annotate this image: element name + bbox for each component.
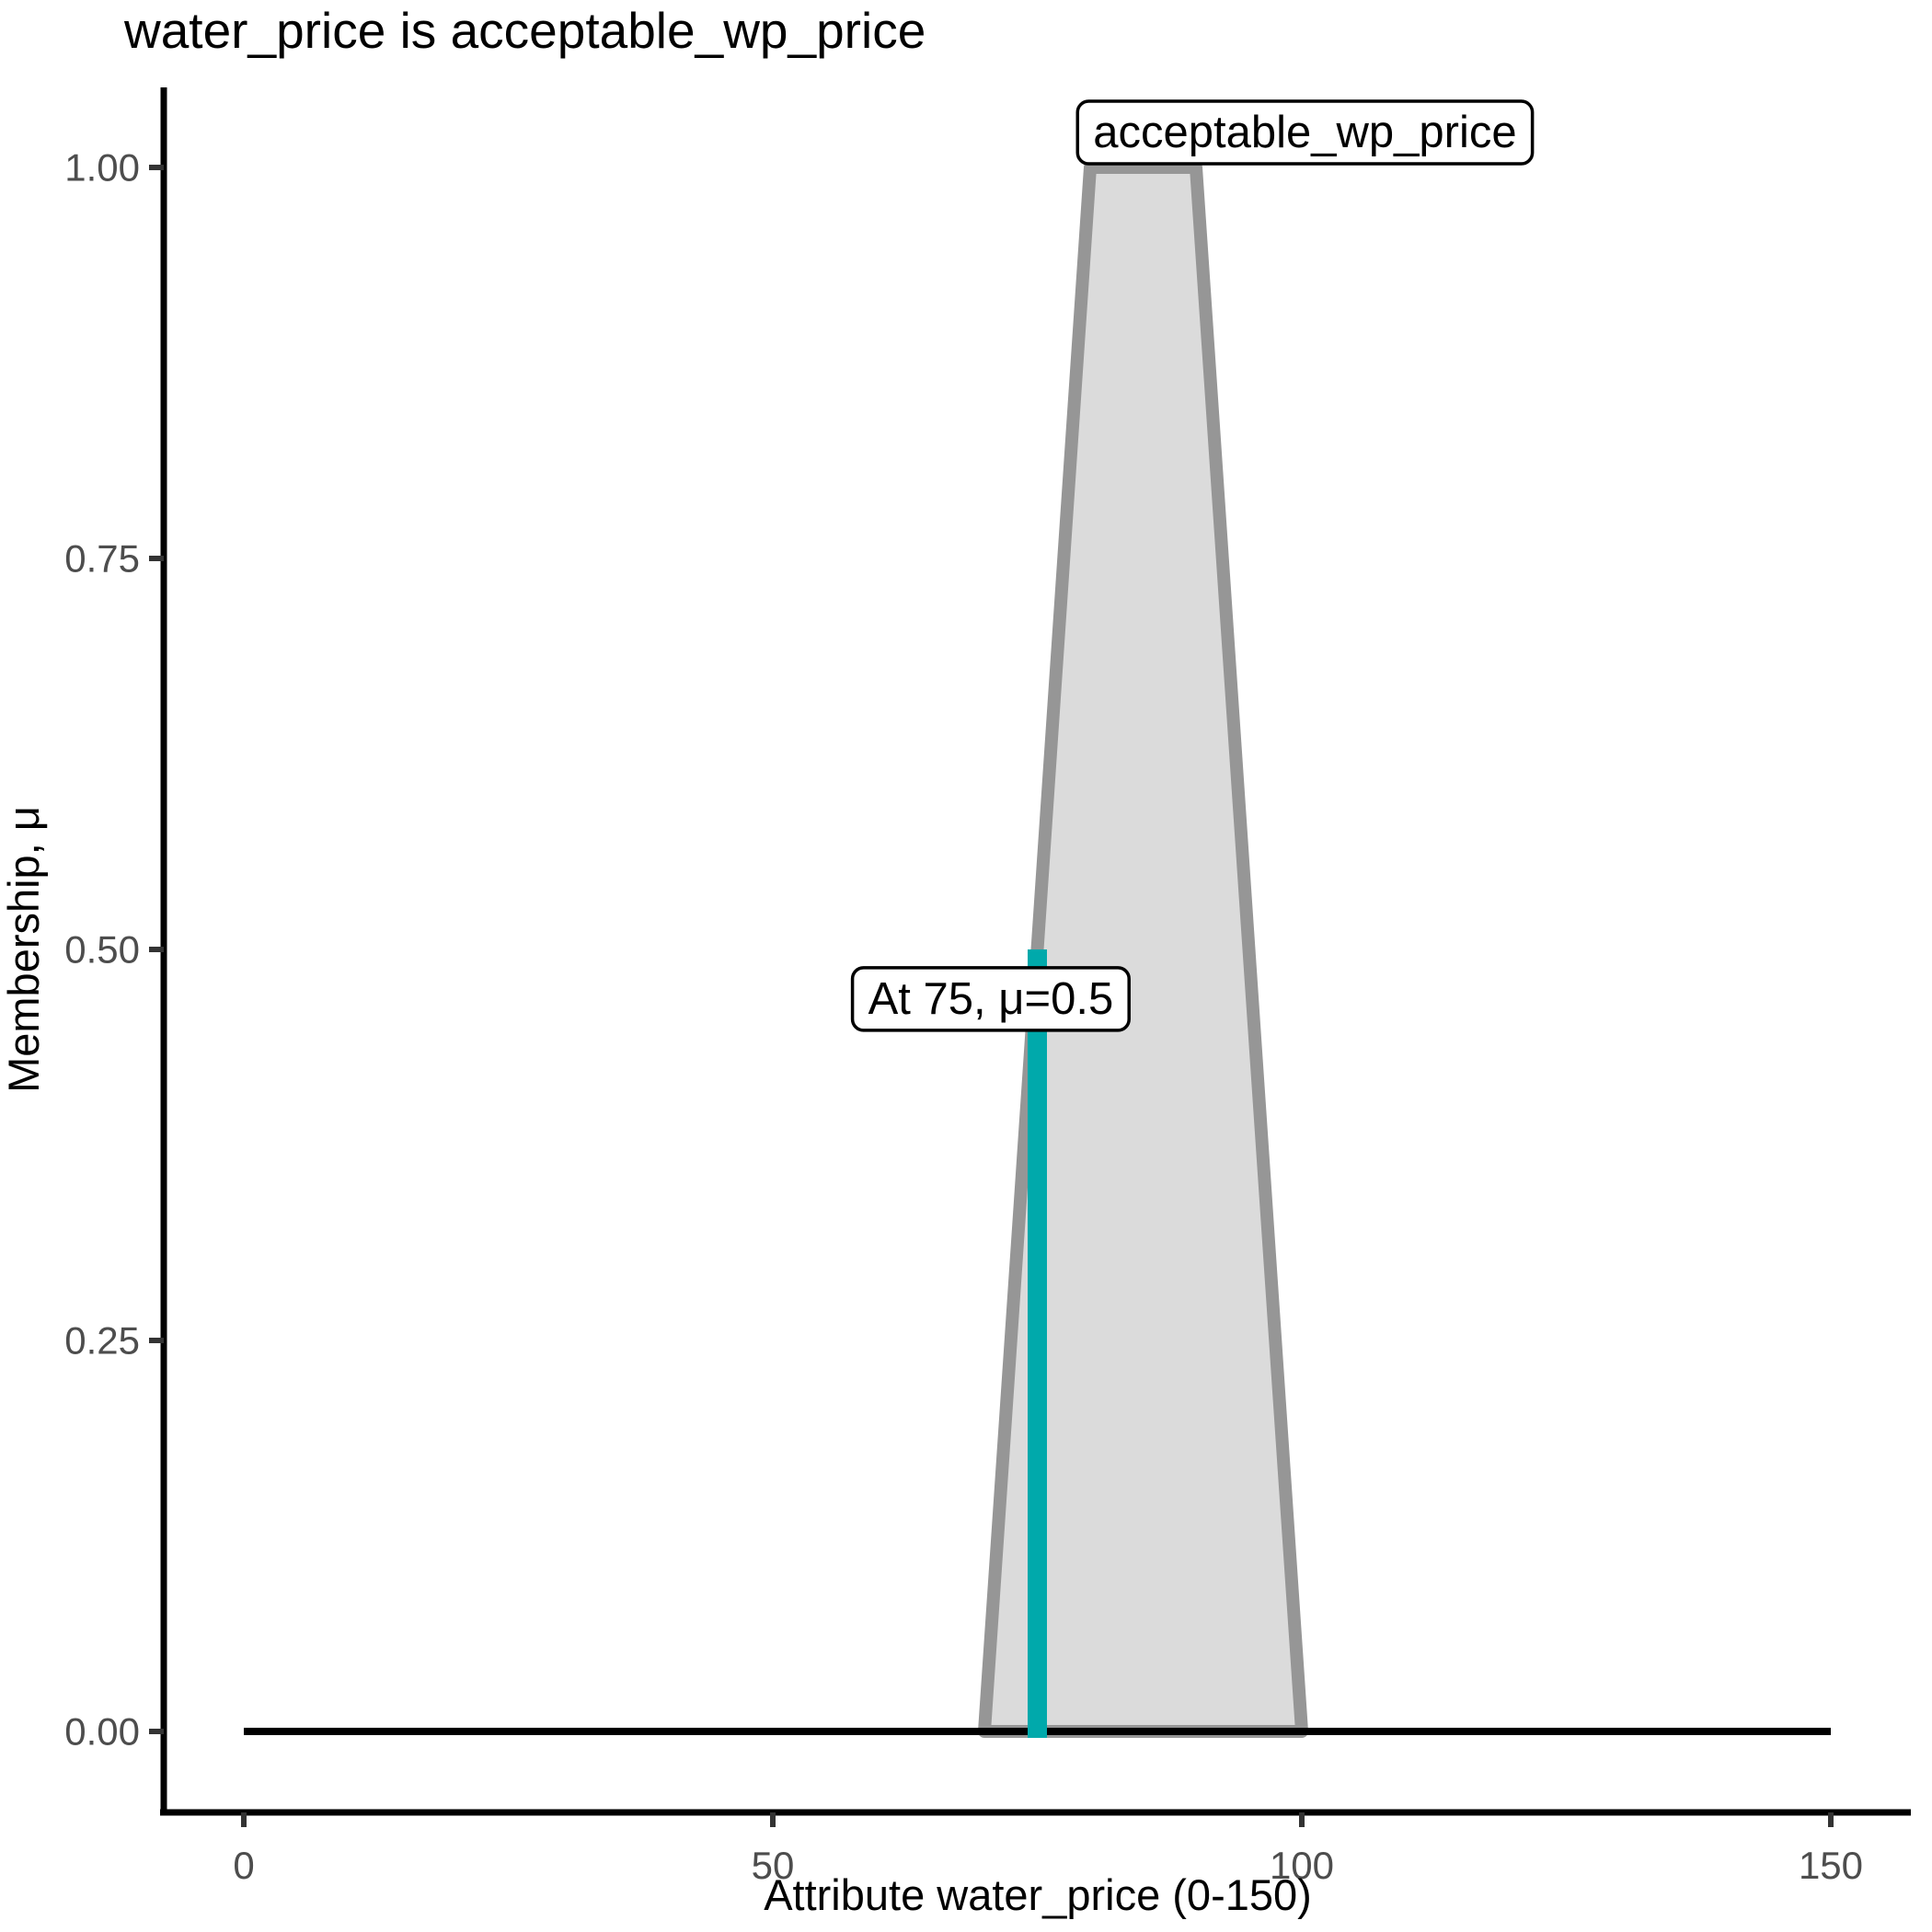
y-tick-label: 0.50 (64, 928, 140, 972)
y-tick-label: 0.00 (64, 1710, 140, 1754)
annotation-box-input-label (850, 966, 1131, 1032)
x-tick-label: 0 (233, 1844, 254, 1887)
annotations-layer: acceptable_wp_price At 75, μ=0.5 (850, 99, 1535, 1032)
y-tick-label: 0.75 (64, 537, 140, 581)
y-tick-label: 1.00 (64, 146, 140, 190)
x-axis-title: Attribute water_price (0-150) (764, 1870, 1312, 1919)
x-tick-label: 100 (1270, 1844, 1334, 1887)
plot-data-layer (244, 161, 1831, 1738)
y-axis-title: Membership, μ (0, 806, 48, 1093)
annotation-box-mf-label (1075, 99, 1535, 166)
axis-ticks-layer: 0 50 100 150 0.00 0.25 0.50 0.75 1.00 (64, 146, 1863, 1887)
annotation-mf-label: acceptable_wp_price (1075, 99, 1535, 166)
x-tick-label: 50 (752, 1844, 795, 1887)
x-tick-label: 150 (1799, 1844, 1863, 1887)
annotation-text-mf-label: acceptable_wp_price (1093, 108, 1516, 157)
annotation-input-label: At 75, μ=0.5 (850, 966, 1131, 1032)
y-tick-label: 0.25 (64, 1319, 140, 1363)
annotation-text-input-label: At 75, μ=0.5 (868, 974, 1114, 1024)
chart-title: water_price is acceptable_wp_price (123, 2, 926, 59)
